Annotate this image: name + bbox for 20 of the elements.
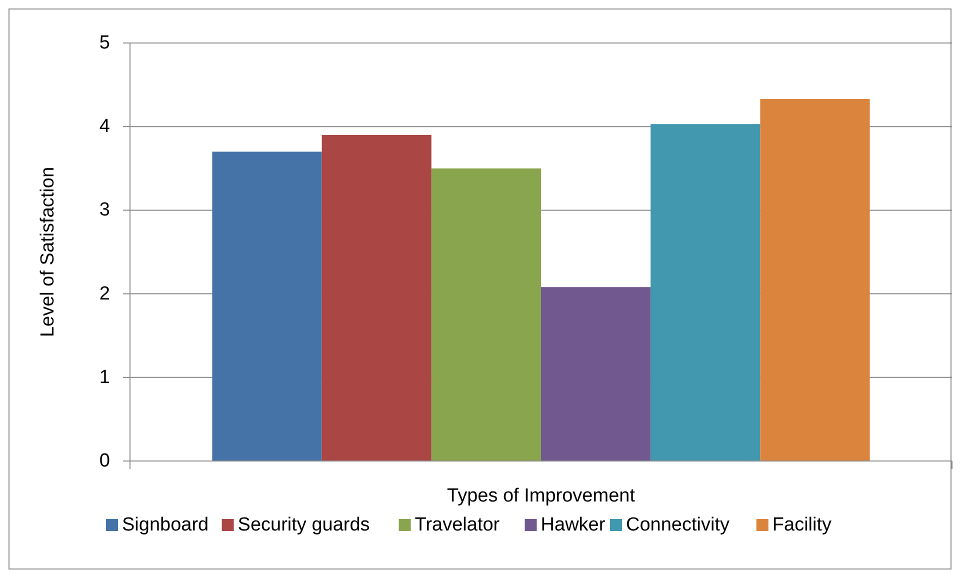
y-tick-label: 5 [99, 32, 110, 54]
y-tick-label: 1 [99, 366, 110, 388]
y-tick-label: 2 [99, 283, 110, 304]
x-axis-title: Types of Improvement [447, 486, 636, 506]
y-axis-title: Level of Satisfaction [38, 166, 58, 338]
legend-label: Signboard [122, 514, 209, 536]
legend-label: Travelator [414, 514, 500, 536]
bar [212, 152, 322, 461]
bar [322, 134, 432, 461]
legend-label: Connectivity [626, 514, 730, 536]
y-tick-label: 3 [99, 200, 110, 221]
legend-label: Security guards [238, 514, 370, 536]
legend-label: Facility [772, 514, 832, 536]
legend-label: Hawker [540, 514, 606, 536]
bar [431, 168, 541, 461]
y-tick-label: 4 [99, 116, 110, 138]
bar [650, 124, 760, 461]
bar [541, 287, 651, 461]
bar [760, 99, 870, 461]
y-tick-label: 0 [99, 450, 110, 472]
